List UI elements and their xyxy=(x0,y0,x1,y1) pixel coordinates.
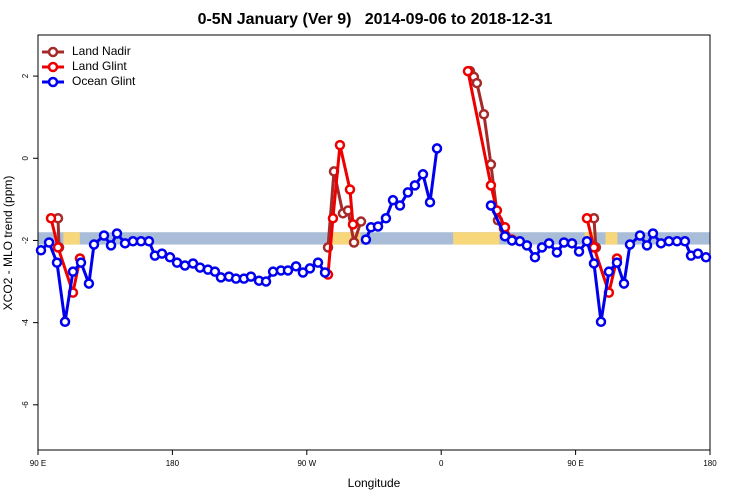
data-point xyxy=(304,263,316,274)
x-tick-label: 180 xyxy=(703,459,717,468)
data-point xyxy=(485,180,497,191)
y-tick-label: 0 xyxy=(21,155,30,160)
data-point xyxy=(641,240,653,251)
data-point xyxy=(647,228,659,239)
x-tick-label: 90 E xyxy=(30,459,46,468)
y-axis-title: XCO2 - MLO trend (ppm) xyxy=(1,176,15,311)
data-point xyxy=(348,237,360,248)
data-point xyxy=(611,257,623,268)
data-point xyxy=(111,228,123,239)
x-tick-label: 0 xyxy=(439,459,444,468)
legend-marker xyxy=(47,46,59,58)
data-point xyxy=(164,252,176,263)
data-point xyxy=(700,252,712,263)
data-point xyxy=(319,267,331,278)
data-point xyxy=(347,219,359,230)
data-point xyxy=(245,271,257,282)
x-tick-label: 90 E xyxy=(567,459,583,468)
data-point xyxy=(558,237,570,248)
data-point xyxy=(105,240,117,251)
data-point xyxy=(327,213,339,224)
data-point xyxy=(431,143,443,154)
data-point xyxy=(462,65,474,77)
land-band xyxy=(605,232,618,245)
data-point xyxy=(588,258,600,269)
data-point xyxy=(679,236,691,247)
data-point xyxy=(402,187,414,198)
x-tick-label: 90 W xyxy=(297,459,316,468)
data-point xyxy=(380,213,392,224)
data-point xyxy=(624,239,636,250)
data-point xyxy=(334,139,346,151)
legend-label: Land Glint xyxy=(72,59,127,73)
data-point xyxy=(692,248,704,259)
data-point xyxy=(566,238,578,249)
data-point xyxy=(45,213,57,224)
data-point xyxy=(215,272,227,283)
data-point xyxy=(282,265,294,276)
data-point xyxy=(59,316,71,328)
y-tick-label: 2 xyxy=(21,73,30,78)
data-point xyxy=(471,77,483,89)
data-point xyxy=(543,238,555,249)
plot-frame xyxy=(37,34,711,451)
legend-marker xyxy=(47,61,59,73)
data-point xyxy=(409,180,421,191)
legend-marker xyxy=(47,76,59,88)
data-point xyxy=(663,236,675,247)
data-point xyxy=(344,184,356,195)
x-tick-label: 180 xyxy=(166,459,180,468)
chart-title: 0-5N January (Ver 9) 2014-09-06 to 2018-… xyxy=(198,11,553,28)
data-point xyxy=(98,230,110,241)
data-point xyxy=(127,236,139,247)
data-point xyxy=(529,252,541,263)
data-point xyxy=(417,169,429,180)
data-point xyxy=(372,221,384,232)
data-point xyxy=(143,236,155,247)
x-axis-title: Longitude xyxy=(348,476,401,490)
data-point xyxy=(179,260,191,271)
y-tick-label: -4 xyxy=(21,319,30,327)
series-line xyxy=(56,70,598,248)
y-tick-label: -2 xyxy=(21,236,30,244)
land-band xyxy=(63,232,80,245)
data-point xyxy=(267,266,279,277)
data-point xyxy=(83,278,95,289)
data-point xyxy=(88,239,100,250)
data-point xyxy=(290,261,302,272)
data-point xyxy=(485,200,497,211)
data-point xyxy=(52,242,64,253)
legend-label: Ocean Glint xyxy=(72,74,136,88)
data-point xyxy=(581,213,593,224)
data-point xyxy=(595,316,607,328)
data-point xyxy=(573,246,585,257)
ocean-band xyxy=(38,232,710,245)
data-point xyxy=(209,266,221,277)
data-point xyxy=(360,234,372,245)
data-point xyxy=(387,194,399,206)
data-point xyxy=(521,240,533,251)
data-point xyxy=(581,236,593,247)
data-point xyxy=(634,230,646,241)
data-point xyxy=(43,237,55,248)
data-point xyxy=(618,278,630,289)
data-point xyxy=(260,276,272,287)
data-point xyxy=(51,257,63,268)
y-tick-label: -6 xyxy=(21,401,30,409)
legend-label: Land Nadir xyxy=(72,44,131,58)
data-point xyxy=(355,216,367,227)
data-point xyxy=(551,247,563,258)
land-band xyxy=(453,232,500,245)
data-point xyxy=(478,109,490,120)
data-point xyxy=(156,248,168,259)
data-point xyxy=(75,257,87,268)
data-point xyxy=(312,257,324,268)
data-point xyxy=(394,200,406,211)
data-point xyxy=(35,245,47,256)
data-point xyxy=(424,196,436,208)
data-point xyxy=(67,266,79,277)
data-point xyxy=(603,266,615,277)
